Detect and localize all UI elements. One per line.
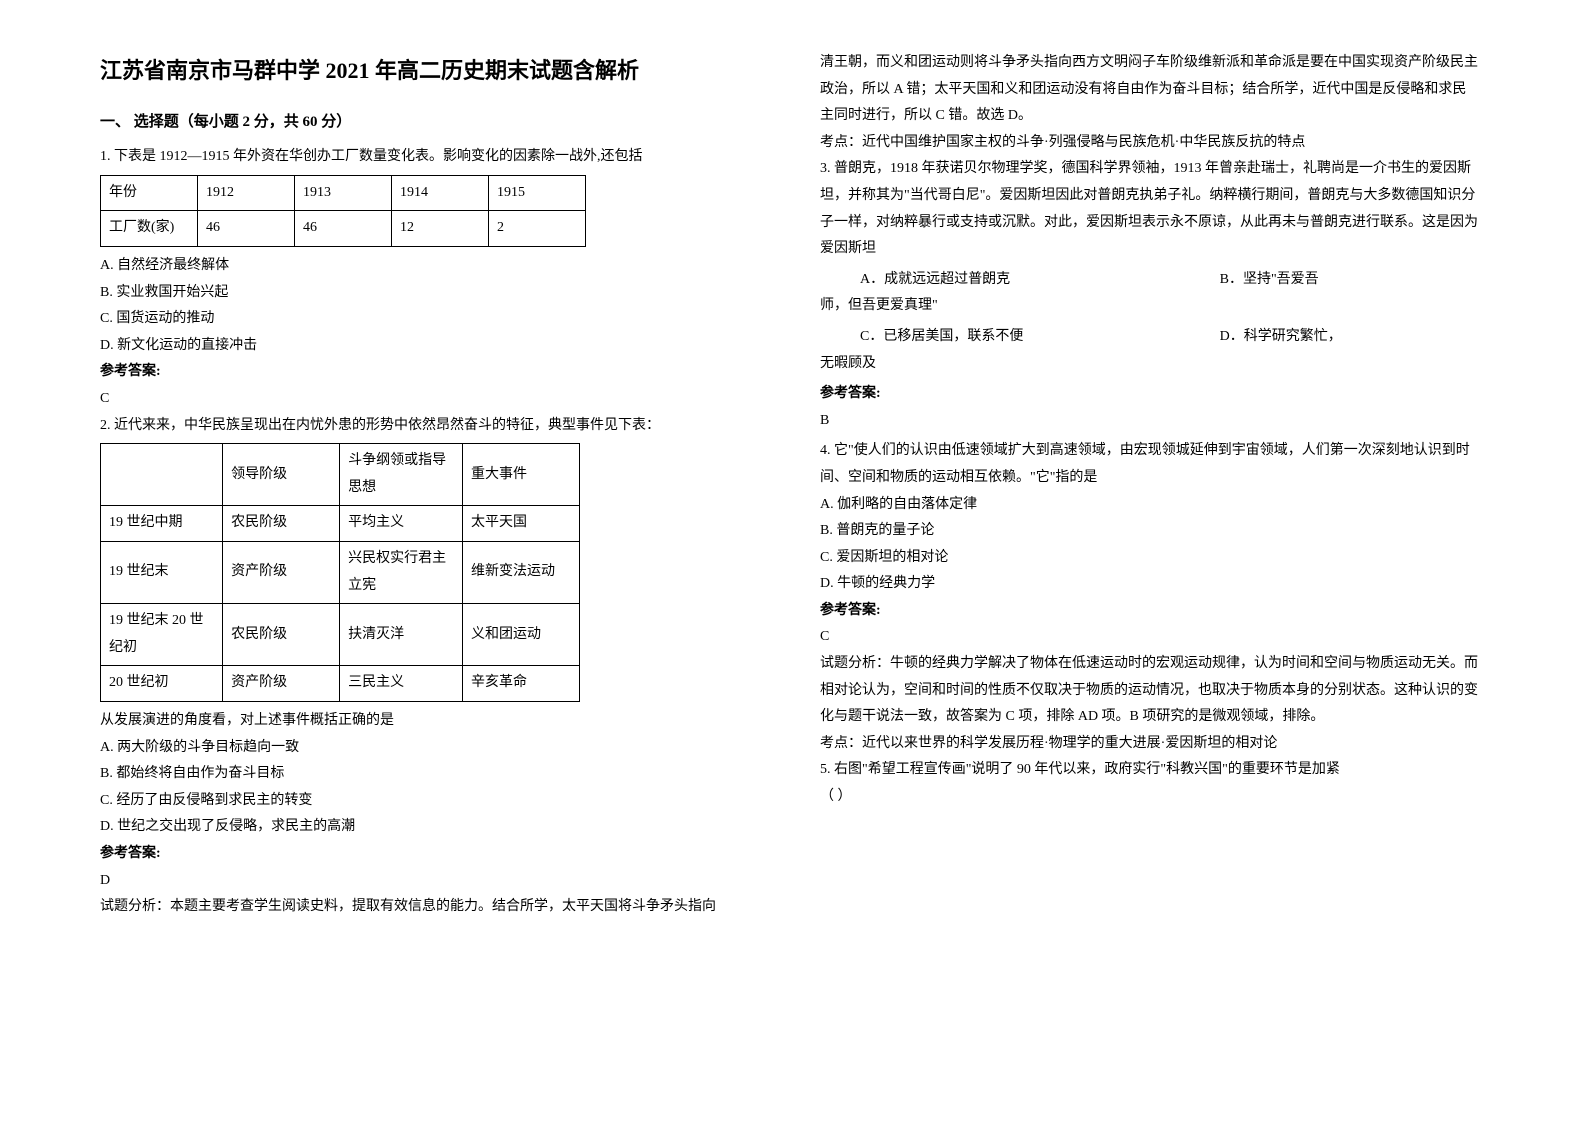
- cell: 太平天国: [462, 506, 579, 542]
- cell: 维新变法运动: [462, 542, 579, 604]
- cell: 46: [198, 211, 295, 247]
- table-row: 年份 1912 1913 1914 1915: [101, 175, 586, 211]
- q1-opt-b: B. 实业救国开始兴起: [100, 280, 760, 307]
- cell: 资产阶级: [223, 666, 340, 702]
- q3-opts-row-ab: A．成就远远超过普朗克 B．坚持"吾爱吾: [820, 267, 1480, 294]
- cell: 1912: [198, 175, 295, 211]
- cell: 12: [392, 211, 489, 247]
- q1-opt-a: A. 自然经济最终解体: [100, 253, 760, 280]
- q4-opt-d: D. 牛顿的经典力学: [820, 571, 1480, 598]
- q2-opt-b: B. 都始终将自由作为奋斗目标: [100, 761, 760, 788]
- q3-opt-b: B．坚持"吾爱吾: [1220, 267, 1480, 294]
- q1-table: 年份 1912 1913 1914 1915 工厂数(家) 46 46 12 2: [100, 175, 586, 247]
- table-row: 19 世纪末 20 世纪初 农民阶级 扶清灭洋 义和团运动: [101, 604, 580, 666]
- q2-table: 领导阶级 斗争纲领或指导思想 重大事件 19 世纪中期 农民阶级 平均主义 太平…: [100, 443, 580, 702]
- cell: 兴民权实行君主立宪: [340, 542, 463, 604]
- left-column: 江苏省南京市马群中学 2021 年高二历史期末试题含解析 一、 选择题（每小题 …: [100, 50, 760, 921]
- cell: 年份: [101, 175, 198, 211]
- table-row: 19 世纪中期 农民阶级 平均主义 太平天国: [101, 506, 580, 542]
- q3-answer-label: 参考答案:: [820, 381, 1480, 408]
- q3-opt-b-cont: 师，但吾更爱真理": [820, 293, 1480, 320]
- cell: 资产阶级: [223, 542, 340, 604]
- q3-stem: 3. 普朗克，1918 年获诺贝尔物理学奖，德国科学界领袖，1913 年曾亲赴瑞…: [820, 156, 1480, 262]
- cell: 1914: [392, 175, 489, 211]
- page-root: 江苏省南京市马群中学 2021 年高二历史期末试题含解析 一、 选择题（每小题 …: [0, 0, 1587, 961]
- q4-kaodian: 考点：近代以来世界的科学发展历程·物理学的重大进展·爱因斯坦的相对论: [820, 731, 1480, 758]
- table-row: 领导阶级 斗争纲领或指导思想 重大事件: [101, 444, 580, 506]
- table-row: 19 世纪末 资产阶级 兴民权实行君主立宪 维新变法运动: [101, 542, 580, 604]
- q1-opt-d: D. 新文化运动的直接冲击: [100, 333, 760, 360]
- q2-kaodian: 考点：近代中国维护国家主权的斗争·列强侵略与民族危机·中华民族反抗的特点: [820, 130, 1480, 157]
- q1-opt-c: C. 国货运动的推动: [100, 306, 760, 333]
- q4-answer-label: 参考答案:: [820, 598, 1480, 625]
- section-heading: 一、 选择题（每小题 2 分，共 60 分）: [100, 108, 760, 137]
- q1-answer: C: [100, 386, 760, 413]
- q5-stem: 5. 右图"希望工程宣传画"说明了 90 年代以来，政府实行"科教兴国"的重要环…: [820, 757, 1480, 784]
- cell: 领导阶级: [223, 444, 340, 506]
- q4-stem: 4. 它"使人们的认识由低速领域扩大到高速领域，由宏现领城延伸到宇宙领域，人们第…: [820, 438, 1480, 491]
- right-column: 清王朝，而义和团运动则将斗争矛头指向西方文明闷子车阶级维新派和革命派是要在中国实…: [820, 50, 1480, 921]
- cell: 19 世纪末: [101, 542, 223, 604]
- q5-paren: （ ）: [820, 784, 1480, 811]
- doc-title: 江苏省南京市马群中学 2021 年高二历史期末试题含解析: [100, 50, 760, 92]
- cell: 辛亥革命: [462, 666, 579, 702]
- cell: 46: [295, 211, 392, 247]
- q1-stem: 1. 下表是 1912—1915 年外资在华创办工厂数量变化表。影响变化的因素除…: [100, 144, 760, 171]
- cell: 19 世纪中期: [101, 506, 223, 542]
- q2-substem: 从发展演进的角度看，对上述事件概括正确的是: [100, 708, 760, 735]
- cell: 重大事件: [462, 444, 579, 506]
- cell: 平均主义: [340, 506, 463, 542]
- q2-opt-d: D. 世纪之交出现了反侵略，求民主的高潮: [100, 814, 760, 841]
- table-row: 20 世纪初 资产阶级 三民主义 辛亥革命: [101, 666, 580, 702]
- q2-answer: D: [100, 868, 760, 895]
- cell: 工厂数(家): [101, 211, 198, 247]
- cell: 2: [489, 211, 586, 247]
- q3-answer: B: [820, 408, 1480, 435]
- cell: 农民阶级: [223, 506, 340, 542]
- q4-answer: C: [820, 624, 1480, 651]
- cell: [101, 444, 223, 506]
- q3-opt-c: C．已移居美国，联系不便: [820, 324, 1220, 351]
- q3-opt-a: A．成就远远超过普朗克: [820, 267, 1220, 294]
- q4-opt-c: C. 爱因斯坦的相对论: [820, 545, 1480, 572]
- q3-opts-row-cd: C．已移居美国，联系不便 D．科学研究繁忙，: [820, 324, 1480, 351]
- q4-opt-b: B. 普朗克的量子论: [820, 518, 1480, 545]
- q2-analysis-part2: 清王朝，而义和团运动则将斗争矛头指向西方文明闷子车阶级维新派和革命派是要在中国实…: [820, 50, 1480, 130]
- q2-opt-c: C. 经历了由反侵略到求民主的转变: [100, 788, 760, 815]
- cell: 19 世纪末 20 世纪初: [101, 604, 223, 666]
- q2-stem: 2. 近代来来，中华民族呈现出在内忧外患的形势中依然昂然奋斗的特征，典型事件见下…: [100, 413, 760, 440]
- cell: 1915: [489, 175, 586, 211]
- q4-analysis: 试题分析：牛顿的经典力学解决了物体在低速运动时的宏观运动规律，认为时间和空间与物…: [820, 651, 1480, 731]
- q3-opt-d: D．科学研究繁忙，: [1220, 324, 1480, 351]
- q2-opt-a: A. 两大阶级的斗争目标趋向一致: [100, 735, 760, 762]
- q1-answer-label: 参考答案:: [100, 359, 760, 386]
- cell: 义和团运动: [462, 604, 579, 666]
- cell: 扶清灭洋: [340, 604, 463, 666]
- q2-answer-label: 参考答案:: [100, 841, 760, 868]
- cell: 20 世纪初: [101, 666, 223, 702]
- q4-opt-a: A. 伽利略的自由落体定律: [820, 492, 1480, 519]
- table-row: 工厂数(家) 46 46 12 2: [101, 211, 586, 247]
- q2-analysis-part1: 试题分析：本题主要考查学生阅读史料，提取有效信息的能力。结合所学，太平天国将斗争…: [100, 894, 760, 921]
- cell: 三民主义: [340, 666, 463, 702]
- cell: 1913: [295, 175, 392, 211]
- cell: 斗争纲领或指导思想: [340, 444, 463, 506]
- q3-opt-d-cont: 无暇顾及: [820, 351, 1480, 378]
- cell: 农民阶级: [223, 604, 340, 666]
